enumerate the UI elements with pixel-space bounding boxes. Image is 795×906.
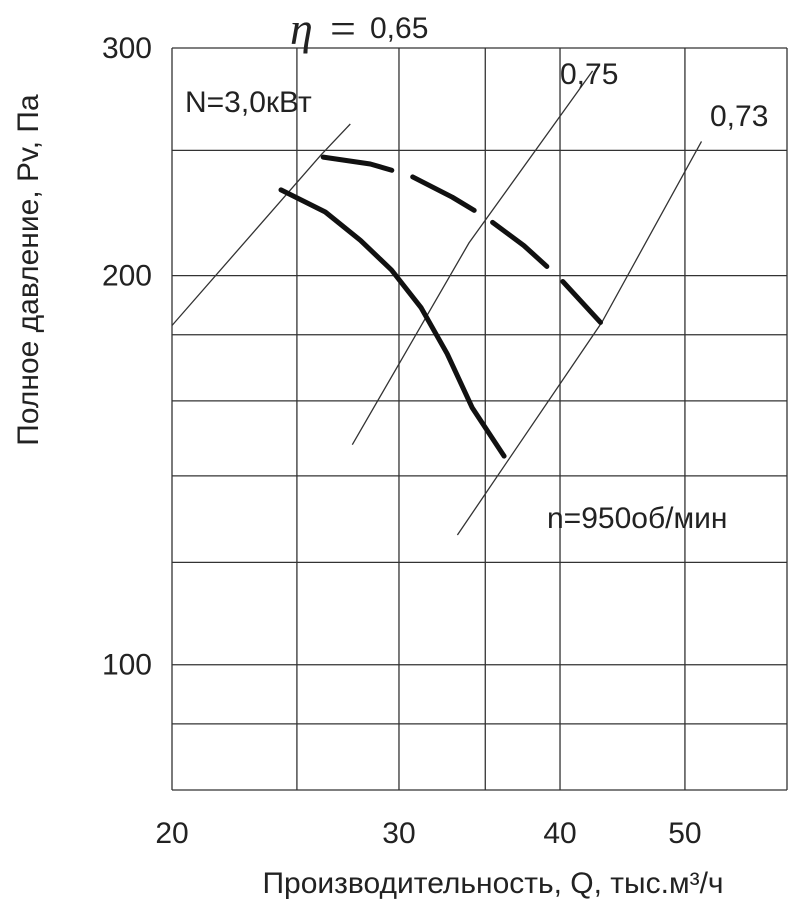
y-tick-label: 300 bbox=[102, 32, 152, 65]
eta-075-label: 0,75 bbox=[560, 58, 618, 91]
eta-symbol: η bbox=[290, 3, 313, 54]
y-tick-label: 100 bbox=[102, 649, 152, 682]
y-tick-label: 200 bbox=[102, 260, 152, 293]
x-tick-label: 40 bbox=[543, 817, 576, 850]
x-tick-label: 20 bbox=[155, 817, 188, 850]
series-line-solid bbox=[278, 187, 507, 459]
power-label: N=3,0кВт bbox=[185, 86, 312, 119]
tick-labels: 20 30 40 50 100 200 300 bbox=[102, 32, 702, 850]
x-tick-label: 50 bbox=[668, 817, 701, 850]
x-tick-label: 30 bbox=[382, 817, 415, 850]
series-line-dashed bbox=[320, 154, 603, 325]
eta-073-label: 0,73 bbox=[710, 100, 768, 133]
efficiency-lines bbox=[171, 70, 703, 536]
efficiency-line bbox=[351, 70, 594, 446]
eta-equals-sign: = bbox=[330, 3, 356, 54]
efficiency-line bbox=[171, 123, 351, 326]
speed-label: n=950об/мин bbox=[547, 502, 727, 535]
x-axis-label: Производительность, Q, тыс.м³/ч bbox=[262, 867, 723, 900]
y-axis-label: Полное давление, Pv, Па bbox=[12, 94, 45, 446]
eta-065-label: 0,65 bbox=[370, 12, 428, 45]
performance-curves bbox=[278, 154, 603, 459]
